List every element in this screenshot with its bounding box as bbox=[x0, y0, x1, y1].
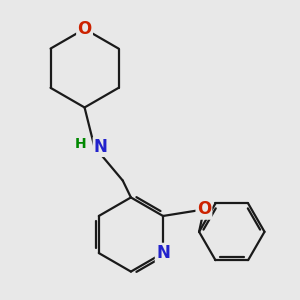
Text: H: H bbox=[74, 137, 86, 151]
Text: N: N bbox=[156, 244, 170, 262]
Text: O: O bbox=[77, 20, 92, 38]
Text: N: N bbox=[94, 138, 108, 156]
Text: O: O bbox=[197, 200, 211, 218]
